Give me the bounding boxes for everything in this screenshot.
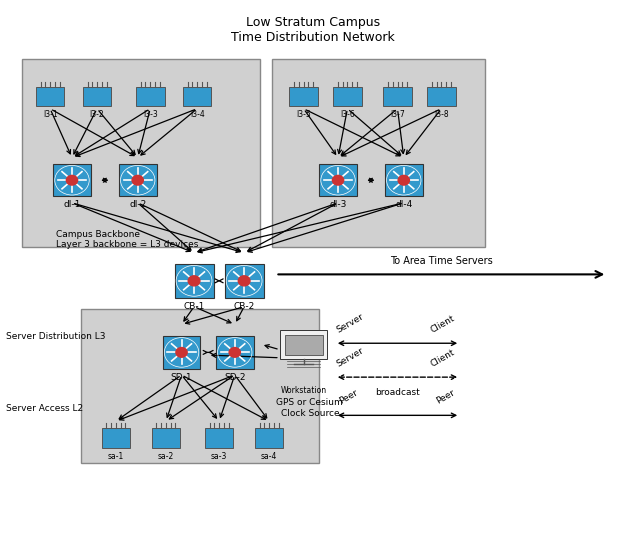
FancyBboxPatch shape: [136, 87, 165, 106]
FancyBboxPatch shape: [383, 87, 412, 106]
Text: dl-2: dl-2: [129, 200, 146, 209]
FancyBboxPatch shape: [205, 428, 233, 448]
Text: SD-2: SD-2: [224, 372, 245, 381]
Text: SD-1: SD-1: [171, 372, 192, 381]
FancyBboxPatch shape: [225, 264, 264, 298]
Circle shape: [239, 276, 250, 286]
Text: l3-8: l3-8: [434, 110, 449, 119]
Text: Server Access L2: Server Access L2: [6, 405, 83, 413]
Text: Client: Client: [429, 314, 456, 335]
Text: sa-2: sa-2: [158, 452, 174, 461]
FancyBboxPatch shape: [280, 330, 327, 358]
Circle shape: [332, 175, 344, 185]
Circle shape: [229, 348, 240, 357]
Text: sa-3: sa-3: [211, 452, 227, 461]
FancyBboxPatch shape: [163, 336, 200, 369]
Text: dl-3: dl-3: [329, 200, 347, 209]
Text: Client: Client: [429, 348, 456, 369]
FancyBboxPatch shape: [333, 87, 362, 106]
Text: CB-2: CB-2: [233, 302, 255, 311]
Circle shape: [398, 175, 409, 185]
Text: GPS or Cesium
Clock Source: GPS or Cesium Clock Source: [277, 398, 343, 417]
Text: Peer: Peer: [338, 388, 360, 406]
FancyBboxPatch shape: [22, 59, 260, 247]
FancyBboxPatch shape: [255, 428, 284, 448]
FancyBboxPatch shape: [36, 87, 64, 106]
FancyBboxPatch shape: [101, 428, 130, 448]
FancyBboxPatch shape: [272, 59, 485, 247]
Text: sa-4: sa-4: [261, 452, 277, 461]
FancyBboxPatch shape: [119, 164, 156, 196]
FancyBboxPatch shape: [289, 87, 318, 106]
FancyBboxPatch shape: [81, 309, 319, 463]
FancyBboxPatch shape: [175, 264, 213, 298]
FancyBboxPatch shape: [83, 87, 111, 106]
FancyBboxPatch shape: [285, 335, 322, 356]
FancyBboxPatch shape: [183, 87, 212, 106]
Text: Server: Server: [335, 346, 366, 369]
FancyBboxPatch shape: [53, 164, 91, 196]
FancyBboxPatch shape: [319, 164, 357, 196]
Text: To Area Time Servers: To Area Time Servers: [390, 256, 493, 266]
Text: l3-7: l3-7: [390, 110, 405, 119]
Text: l3-5: l3-5: [296, 110, 311, 119]
Circle shape: [188, 276, 200, 286]
Text: Server Distribution L3: Server Distribution L3: [6, 332, 106, 341]
Text: Campus Backbone
Layer 3 backbone = L3 devices: Campus Backbone Layer 3 backbone = L3 de…: [56, 230, 198, 249]
Text: Peer: Peer: [435, 388, 457, 406]
Text: l3-4: l3-4: [190, 110, 205, 119]
Text: Low Stratum Campus
Time Distribution Network: Low Stratum Campus Time Distribution Net…: [231, 16, 395, 44]
FancyBboxPatch shape: [385, 164, 423, 196]
Text: Workstation: Workstation: [280, 386, 327, 395]
Text: l3-2: l3-2: [90, 110, 105, 119]
FancyBboxPatch shape: [427, 87, 456, 106]
Circle shape: [132, 175, 143, 185]
Text: Server: Server: [335, 312, 366, 335]
Text: broadcast: broadcast: [375, 388, 420, 398]
Text: dl-1: dl-1: [63, 200, 81, 209]
Text: l3-6: l3-6: [340, 110, 355, 119]
Text: l3-3: l3-3: [143, 110, 158, 119]
Circle shape: [176, 348, 187, 357]
Text: l3-1: l3-1: [43, 110, 58, 119]
Text: CB-1: CB-1: [183, 302, 205, 311]
FancyBboxPatch shape: [216, 336, 254, 369]
Text: sa-1: sa-1: [108, 452, 124, 461]
FancyBboxPatch shape: [151, 428, 180, 448]
Circle shape: [66, 175, 78, 185]
Text: dl-4: dl-4: [395, 200, 413, 209]
